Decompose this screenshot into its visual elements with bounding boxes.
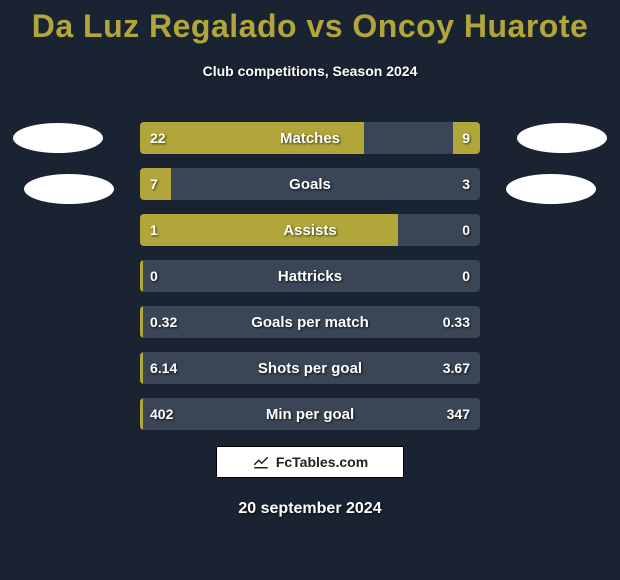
stat-row: 0 Hattricks 0: [140, 260, 480, 292]
stat-value-right: 0: [462, 260, 470, 292]
stat-row: 402 Min per goal 347: [140, 398, 480, 430]
team-right-logo: [517, 123, 607, 153]
subtitle: Club competitions, Season 2024: [0, 63, 620, 79]
team-left-logo: [13, 123, 103, 153]
country-left-flag: [24, 174, 114, 204]
stat-label: Shots per goal: [140, 352, 480, 384]
stat-value-right: 347: [447, 398, 470, 430]
stat-label: Hattricks: [140, 260, 480, 292]
brand-badge[interactable]: FcTables.com: [216, 446, 404, 478]
comparison-rows: 22 Matches 9 7 Goals 3 1 Assists 0 0 Hat…: [140, 122, 480, 444]
stat-label: Min per goal: [140, 398, 480, 430]
country-right-flag: [506, 174, 596, 204]
stat-row: 7 Goals 3: [140, 168, 480, 200]
stat-label: Matches: [140, 122, 480, 154]
brand-text: FcTables.com: [276, 454, 368, 470]
date-text: 20 september 2024: [0, 500, 620, 518]
page-title: Da Luz Regalado vs Oncoy Huarote: [0, 0, 620, 45]
stat-label: Goals per match: [140, 306, 480, 338]
chart-icon: [252, 452, 270, 473]
stat-value-right: 9: [462, 122, 470, 154]
stat-label: Goals: [140, 168, 480, 200]
stat-row: 0.32 Goals per match 0.33: [140, 306, 480, 338]
stat-label: Assists: [140, 214, 480, 246]
stat-value-right: 3: [462, 168, 470, 200]
stat-row: 1 Assists 0: [140, 214, 480, 246]
stat-row: 6.14 Shots per goal 3.67: [140, 352, 480, 384]
stat-value-right: 0.33: [443, 306, 470, 338]
stat-row: 22 Matches 9: [140, 122, 480, 154]
stat-value-right: 0: [462, 214, 470, 246]
stat-value-right: 3.67: [443, 352, 470, 384]
